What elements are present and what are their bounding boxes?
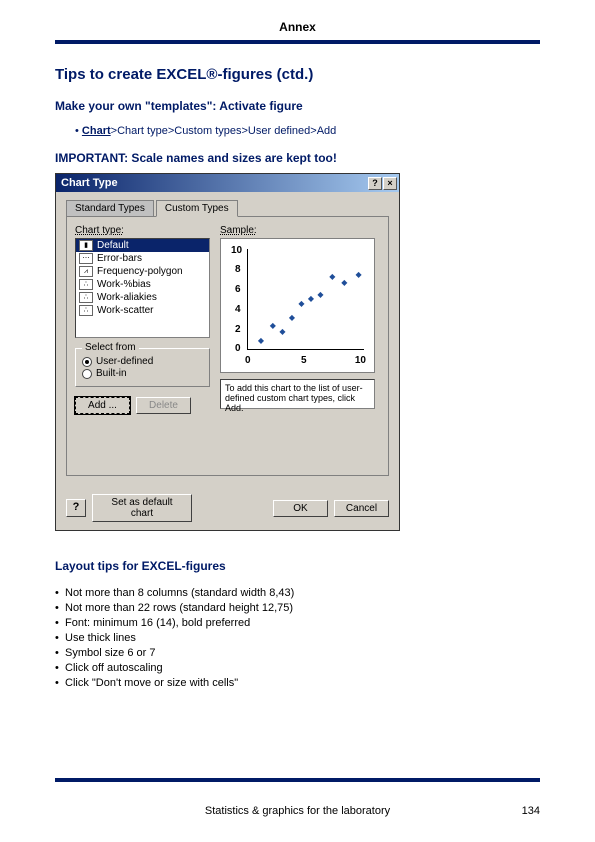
chart-plot-area: ◆ ◆ ◆ ◆ ◆ ◆ ◆ ◆ ◆ ◆ — [247, 249, 364, 350]
footer-spacer — [55, 805, 95, 817]
chart-icon: ∴ — [79, 305, 93, 316]
footer-text: Statistics & graphics for the laboratory — [95, 805, 500, 817]
list-item-label: Work-aliakies — [97, 292, 157, 303]
breadcrumb-first: Chart — [82, 125, 111, 137]
list-item[interactable]: ⩘ Frequency-polygon — [76, 265, 209, 278]
ytick: 8 — [235, 264, 241, 275]
breadcrumb: • Chart>Chart type>Custom types>User def… — [75, 125, 540, 137]
tip-item: Click off autoscaling — [55, 662, 540, 674]
tab-panel: Chart type: ▮ Default ⋯ Error-bars ⩘ Freque… — [66, 216, 389, 476]
section-subtitle: Make your own "templates": Activate figu… — [55, 99, 540, 113]
list-item[interactable]: ∴ Work-aliakies — [76, 291, 209, 304]
radio-label: Built-in — [96, 368, 127, 379]
tip-item: Click "Don't move or size with cells" — [55, 677, 540, 689]
chart-description: To add this chart to the list of user-de… — [220, 379, 375, 409]
tip-item: Symbol size 6 or 7 — [55, 647, 540, 659]
list-item[interactable]: ∴ Work-scatter — [76, 304, 209, 317]
chart-type-list[interactable]: ▮Default ⋯Error-bars ⩘Frequency-polygon … — [75, 238, 210, 338]
chart-icon: ∴ — [79, 292, 93, 303]
tip-item: Not more than 8 columns (standard width … — [55, 587, 540, 599]
tip-item: Not more than 22 rows (standard height 1… — [55, 602, 540, 614]
radio-user-defined[interactable] — [82, 357, 92, 367]
ytick: 6 — [235, 284, 241, 295]
help-icon[interactable]: ? — [368, 177, 382, 190]
delete-button[interactable]: Delete — [136, 397, 191, 414]
scatter-point: ◆ — [341, 280, 346, 285]
group-label: Select from — [82, 342, 139, 353]
chart-icon: ▮ — [79, 240, 93, 251]
ytick: 2 — [235, 324, 241, 335]
chart-icon: ∴ — [79, 279, 93, 290]
tab-strip: Standard Types Custom Types — [66, 200, 389, 217]
scatter-point: ◆ — [289, 315, 294, 320]
scatter-point: ◆ — [270, 323, 275, 328]
dialog-bottom-bar: ? Set as default chart OK Cancel — [56, 486, 399, 530]
ytick: 10 — [231, 245, 242, 256]
list-item-label: Work-%bias — [97, 279, 151, 290]
add-button[interactable]: Add ... — [75, 397, 130, 414]
radio-label: User-defined — [96, 356, 153, 367]
sample-label: Sample: — [220, 225, 380, 236]
select-from-group: Select from User-defined Built-in — [75, 348, 210, 387]
scatter-point: ◆ — [355, 272, 360, 277]
header-rule — [55, 40, 540, 44]
ok-button[interactable]: OK — [273, 500, 328, 517]
cancel-button[interactable]: Cancel — [334, 500, 389, 517]
scatter-point: ◆ — [298, 301, 303, 306]
set-default-button[interactable]: Set as default chart — [92, 494, 192, 522]
tab-standard-types[interactable]: Standard Types — [66, 200, 154, 217]
xtick: 5 — [301, 355, 307, 366]
list-item-label: Frequency-polygon — [97, 266, 183, 277]
chart-icon: ⋯ — [79, 253, 93, 264]
ytick: 0 — [235, 343, 241, 354]
list-item[interactable]: ▮ Default — [76, 239, 209, 252]
tab-custom-types[interactable]: Custom Types — [156, 200, 238, 217]
tip-item: Use thick lines — [55, 632, 540, 644]
ytick: 4 — [235, 304, 241, 315]
scatter-point: ◆ — [279, 329, 284, 334]
page-header: Annex — [55, 20, 540, 40]
close-icon[interactable]: × — [383, 177, 397, 190]
xtick: 0 — [245, 355, 251, 366]
help-button[interactable]: ? — [66, 499, 86, 517]
footer-rule — [55, 778, 540, 782]
chart-type-dialog: Chart Type ? × Standard Types Custom Typ… — [55, 173, 400, 531]
tip-item: Font: minimum 16 (14), bold preferred — [55, 617, 540, 629]
important-note: IMPORTANT: Scale names and sizes are kep… — [55, 151, 540, 165]
sample-chart: ◆ ◆ ◆ ◆ ◆ ◆ ◆ ◆ ◆ ◆ 10 8 6 4 2 0 0 5 10 — [220, 238, 375, 373]
list-item-label: Work-scatter — [97, 305, 154, 316]
dialog-titlebar: Chart Type ? × — [56, 174, 399, 192]
chart-type-label: Chart type: — [75, 225, 210, 236]
page-number: 134 — [500, 805, 540, 817]
chart-icon: ⩘ — [79, 266, 93, 277]
scatter-point: ◆ — [258, 338, 263, 343]
dialog-title: Chart Type — [61, 177, 118, 189]
scatter-point: ◆ — [317, 292, 322, 297]
radio-built-in[interactable] — [82, 369, 92, 379]
section-title: Tips to create EXCEL®-figures (ctd.) — [55, 66, 540, 83]
layout-tips-title: Layout tips for EXCEL-figures — [55, 559, 540, 573]
scatter-point: ◆ — [308, 296, 313, 301]
tips-list: Not more than 8 columns (standard width … — [55, 587, 540, 689]
breadcrumb-rest: >Chart type>Custom types>User defined>Ad… — [111, 125, 337, 137]
list-item[interactable]: ∴ Work-%bias — [76, 278, 209, 291]
xtick: 10 — [355, 355, 366, 366]
list-item-label: Error-bars — [97, 253, 142, 264]
list-item[interactable]: ⋯ Error-bars — [76, 252, 209, 265]
scatter-point: ◆ — [329, 274, 334, 279]
list-item-label: Default — [97, 240, 129, 251]
